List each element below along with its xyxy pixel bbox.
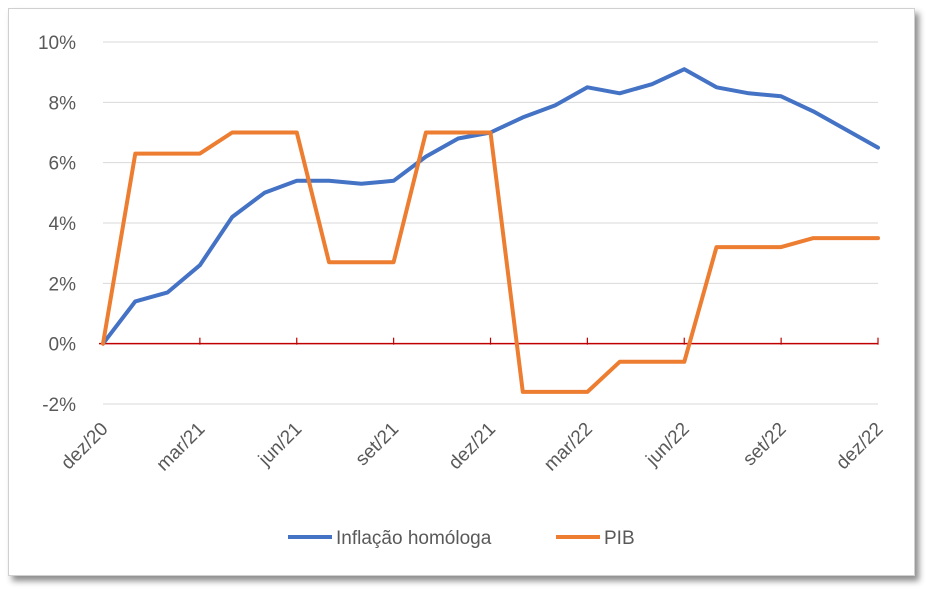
x-tick-label: dez/22 — [832, 419, 887, 474]
y-tick-label: 6% — [49, 154, 77, 175]
x-axis — [99, 337, 879, 345]
series-line-inflacao — [101, 67, 880, 346]
y-axis-tick-labels: -2% 0% 2% 4% 6% 8% 10% — [38, 33, 76, 416]
legend-label-inflacao: Inflação homóloga — [336, 528, 492, 549]
series-line-pib — [101, 130, 880, 394]
x-tick-label: mar/21 — [153, 419, 210, 476]
y-tick-label: 8% — [49, 93, 77, 114]
x-tick-label: set/22 — [739, 419, 790, 470]
x-axis-tick-labels: dez/20 mar/21 jun/21 set/21 dez/21 mar/22 jun/… — [57, 419, 887, 476]
gridlines — [103, 41, 878, 405]
x-tick-label: dez/20 — [57, 419, 112, 474]
x-tick-label: jun/22 — [642, 419, 694, 471]
x-tick-label: jun/21 — [254, 419, 306, 471]
x-tick-label: mar/22 — [540, 419, 597, 476]
x-tick-label: dez/21 — [445, 419, 500, 474]
y-tick-label: 10% — [38, 33, 76, 54]
legend: Inflação homóloga PIB — [288, 528, 635, 549]
x-tick-label: set/21 — [352, 419, 403, 470]
y-tick-label: -2% — [42, 395, 76, 416]
y-tick-label: 0% — [49, 335, 77, 356]
y-tick-label: 4% — [49, 214, 77, 235]
y-tick-label: 2% — [49, 274, 77, 295]
legend-label-pib: PIB — [604, 528, 635, 549]
series-lines — [101, 67, 880, 394]
